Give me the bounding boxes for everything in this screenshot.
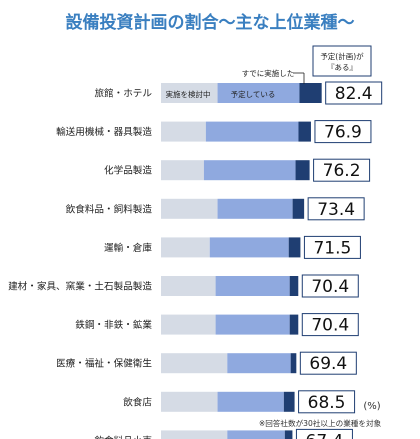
bar-segment-1 — [161, 391, 218, 412]
bar-segment-2 — [209, 237, 289, 258]
unit-label: (%) — [363, 401, 380, 412]
bar-segment-2 — [215, 314, 290, 335]
total-value-label: 70.4 — [311, 316, 349, 336]
bar-segment-3 — [289, 276, 299, 296]
bar-segment-1 — [161, 353, 228, 374]
total-header-box — [312, 45, 372, 77]
bar-row: 旅館・ホテル 82.4 — [94, 81, 383, 105]
total-value-label: 76.9 — [324, 123, 362, 143]
total-header-label: 予定(計画)が『ある』 — [320, 51, 364, 72]
bar-row: 建材・家具、窯業・土石製品製造 70.4 — [8, 274, 359, 298]
bar-rows: 旅館・ホテル 82.4 輸送用機械・器具製造 76.9 化学品製造 76.2 飲食料品・飼料… — [8, 81, 383, 439]
total-value-label: 73.4 — [317, 200, 355, 220]
category-label: 鉄鋼・非鉄・鉱業 — [75, 319, 152, 331]
category-label: 旅館・ホテル — [94, 88, 152, 100]
total-box — [301, 274, 359, 298]
bar-row: 運輸・倉庫 71.5 — [104, 235, 361, 259]
total-header: 予定(計画)が『ある』 — [312, 45, 372, 77]
category-label: 医療・福祉・保健衛生 — [56, 358, 152, 370]
bar-row: 飲食料品・飼料製造 73.4 — [66, 197, 365, 221]
category-label: 飲食料品小売 — [94, 435, 152, 439]
bar-segment-1 — [161, 160, 204, 181]
bar-segment-3 — [299, 83, 322, 103]
total-value-label: 67.4 — [306, 431, 344, 439]
total-value-label: 82.4 — [335, 84, 373, 104]
bar-segment-1 — [161, 198, 218, 219]
bar-row: 輸送用機械・器具製造 76.9 — [56, 120, 372, 144]
bar-row: 医療・福祉・保健衛生 69.4 — [56, 351, 357, 375]
legend-label-planned: 予定している — [231, 89, 276, 99]
bar-row: 飲食料品小売 67.4 — [94, 428, 353, 439]
bar-segment-3 — [284, 430, 293, 439]
bar-segment-3 — [290, 353, 297, 374]
total-box — [298, 390, 356, 414]
category-label: 化学品製造 — [104, 165, 152, 177]
total-box — [313, 158, 371, 182]
total-value-label: 70.4 — [311, 277, 349, 297]
bar-segment-3 — [289, 314, 299, 335]
total-box — [307, 197, 365, 221]
bar-segment-1 — [161, 430, 228, 439]
legend-label-done: すでに実施した — [242, 68, 295, 78]
bar-segment-2 — [205, 121, 299, 142]
bar-segment-1 — [161, 83, 218, 103]
bar-segment-2 — [217, 198, 293, 219]
bar-segment-1 — [161, 121, 206, 142]
bar-segment-2 — [217, 83, 300, 103]
bar-segment-2 — [215, 276, 290, 296]
total-value-label: 68.5 — [308, 393, 346, 413]
bar-row: 鉄鋼・非鉄・鉱業 70.4 — [75, 313, 359, 337]
total-box — [299, 351, 357, 375]
category-label: 飲食料品・飼料製造 — [66, 203, 153, 215]
category-label: 輸送用機械・器具製造 — [56, 126, 152, 138]
bar-segment-3 — [283, 391, 295, 412]
total-box — [325, 81, 383, 105]
footnote: ※回答社数が30社以上の業種を対象 — [259, 418, 382, 428]
total-box — [301, 313, 359, 337]
category-label: 飲食店 — [123, 396, 152, 408]
chart-title: 設備投資計画の割合〜主な上位業種〜 — [66, 12, 355, 33]
bar-segment-1 — [161, 237, 210, 258]
total-box — [303, 235, 361, 259]
total-value-label: 71.5 — [313, 238, 351, 258]
total-box — [314, 120, 372, 144]
total-value-label: 76.2 — [323, 161, 361, 181]
bar-segment-3 — [298, 121, 311, 142]
legend-inline-labels: 実施を検討中 予定している すでに実施した — [166, 68, 305, 99]
bar-row: 化学品製造 76.2 — [104, 158, 371, 182]
bar-segment-2 — [227, 353, 291, 374]
bar-segment-3 — [295, 160, 310, 181]
bar-segment-1 — [161, 314, 216, 335]
total-value-label: 69.4 — [309, 354, 347, 374]
bar-segment-3 — [288, 237, 301, 258]
category-label: 建材・家具、窯業・土石製品製造 — [8, 281, 152, 293]
total-box — [295, 428, 353, 439]
category-label: 運輸・倉庫 — [104, 242, 152, 254]
bar-segment-2 — [203, 160, 296, 181]
bar-segment-2 — [227, 430, 285, 439]
bar-row: 飲食店 68.5 — [123, 390, 356, 414]
bar-segment-2 — [217, 391, 284, 412]
bar-segment-1 — [161, 276, 216, 296]
legend-label-considering: 実施を検討中 — [166, 89, 211, 99]
bar-segment-3 — [292, 198, 305, 219]
